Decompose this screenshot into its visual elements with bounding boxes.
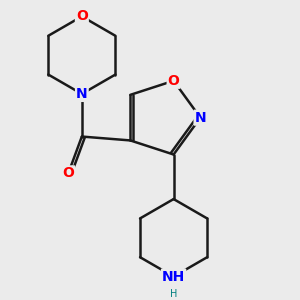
Text: NH: NH [162,270,185,283]
Text: O: O [76,9,88,23]
Text: O: O [168,74,179,88]
Text: N: N [76,87,88,101]
Text: N: N [195,111,206,124]
Text: O: O [62,167,74,180]
Text: H: H [170,289,177,299]
